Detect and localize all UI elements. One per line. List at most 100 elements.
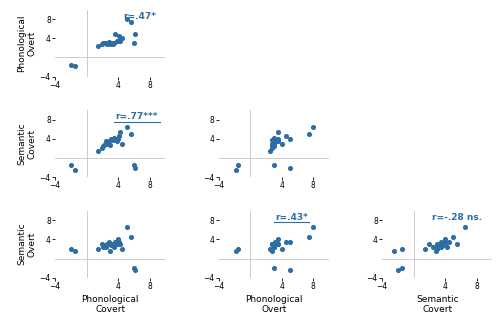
Point	[306, 234, 314, 239]
Point	[116, 242, 124, 247]
Point	[437, 244, 445, 249]
Point	[274, 242, 281, 247]
X-axis label: Phonological
Covert: Phonological Covert	[82, 295, 139, 314]
Point	[286, 165, 294, 170]
Point	[434, 247, 442, 252]
Point	[115, 239, 123, 244]
Point	[282, 239, 290, 244]
Point	[70, 249, 78, 254]
Point	[432, 249, 440, 254]
Text: r=-.28 ns.: r=-.28 ns.	[432, 213, 482, 222]
Text: r=.43*: r=.43*	[275, 213, 308, 222]
Point	[94, 148, 102, 153]
Point	[270, 244, 278, 249]
Point	[270, 143, 278, 149]
Point	[94, 247, 102, 252]
Point	[111, 239, 119, 244]
Point	[115, 33, 123, 39]
Point	[437, 242, 445, 247]
Point	[286, 136, 294, 142]
Point	[441, 239, 449, 244]
Point	[266, 148, 274, 153]
Point	[99, 143, 107, 149]
Point	[118, 141, 126, 146]
Point	[268, 242, 276, 247]
Point	[70, 168, 78, 173]
Point	[461, 225, 469, 230]
Point	[268, 242, 276, 247]
Point	[434, 243, 442, 248]
X-axis label: Phonological
Overt: Phonological Overt	[245, 295, 302, 314]
Point	[127, 19, 135, 24]
Point	[274, 136, 281, 142]
Point	[434, 242, 442, 247]
Point	[270, 141, 278, 146]
Point	[118, 247, 126, 252]
Point	[270, 243, 278, 248]
Point	[437, 239, 445, 244]
Text: r=.77***: r=.77***	[116, 112, 158, 121]
Point	[268, 249, 276, 254]
Point	[274, 242, 281, 247]
Point	[102, 40, 110, 46]
Point	[272, 139, 280, 144]
Point	[70, 64, 78, 69]
Point	[270, 135, 278, 141]
Point	[98, 242, 106, 247]
Point	[99, 244, 107, 249]
Point	[110, 40, 118, 46]
Point	[103, 242, 111, 247]
Point	[110, 244, 118, 249]
Point	[123, 225, 131, 230]
Point	[270, 243, 278, 248]
Point	[422, 247, 430, 252]
Point	[430, 244, 438, 249]
Point	[118, 36, 126, 41]
Point	[270, 163, 278, 168]
Point	[100, 243, 108, 248]
Point	[106, 41, 114, 47]
Point	[130, 31, 138, 36]
Y-axis label: Semantic
Covert: Semantic Covert	[18, 122, 37, 165]
Point	[111, 31, 119, 36]
Point	[270, 139, 278, 144]
Point	[306, 132, 314, 137]
Point	[99, 40, 107, 46]
Point	[98, 41, 106, 47]
Point	[106, 142, 114, 147]
Y-axis label: Semantic
Overt: Semantic Overt	[18, 223, 37, 265]
Point	[130, 163, 138, 168]
Point	[272, 239, 280, 244]
Point	[112, 139, 120, 144]
Point	[102, 244, 110, 249]
Point	[268, 242, 276, 247]
Point	[127, 132, 135, 137]
Point	[394, 268, 402, 273]
Point	[103, 41, 111, 47]
Point	[274, 139, 281, 144]
Point	[100, 141, 108, 146]
Point	[274, 129, 281, 134]
X-axis label: Semantic
Covert: Semantic Covert	[416, 295, 459, 314]
Point	[116, 129, 124, 134]
Point	[442, 244, 450, 249]
Point	[232, 249, 240, 254]
Point	[274, 237, 281, 242]
Point	[449, 234, 457, 239]
Point	[309, 124, 317, 129]
Point	[270, 244, 278, 249]
Point	[270, 136, 278, 142]
Point	[390, 249, 398, 254]
Point	[106, 249, 114, 254]
Point	[104, 39, 112, 45]
Y-axis label: Phonological
Overt: Phonological Overt	[18, 14, 37, 72]
Point	[278, 247, 285, 252]
Text: r=.47*: r=.47*	[124, 12, 156, 21]
Point	[67, 247, 75, 252]
Point	[286, 268, 294, 273]
Point	[130, 165, 138, 170]
Point	[107, 40, 115, 46]
Point	[268, 142, 276, 147]
Point	[127, 234, 135, 239]
Point	[67, 62, 75, 67]
